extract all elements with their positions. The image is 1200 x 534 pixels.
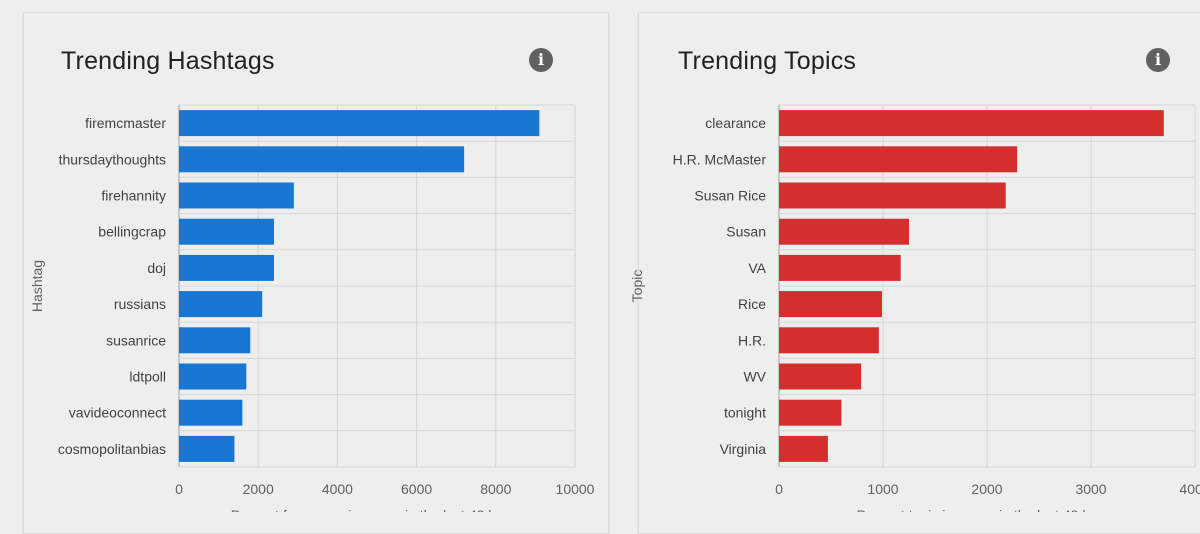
category-label: doj bbox=[147, 260, 166, 276]
y-axis-label: Topic bbox=[629, 270, 645, 303]
category-label: ldtpoll bbox=[129, 369, 166, 385]
x-tick-label: 0 bbox=[175, 481, 183, 497]
category-label: russians bbox=[114, 296, 166, 312]
x-tick-label: 3000 bbox=[1075, 481, 1106, 497]
category-label: WV bbox=[743, 369, 766, 385]
category-label: cosmopolitanbias bbox=[58, 441, 166, 457]
bar[interactable] bbox=[179, 435, 235, 462]
bar[interactable] bbox=[179, 291, 263, 318]
trending-topics-card: Trending Topics i bbox=[638, 12, 1200, 534]
category-label: Rice bbox=[738, 296, 766, 312]
x-tick-label: 1000 bbox=[867, 481, 898, 497]
card-title-topics: Trending Topics bbox=[678, 47, 857, 75]
bar[interactable] bbox=[779, 254, 901, 281]
x-tick-label: 2000 bbox=[971, 481, 1002, 497]
bar[interactable] bbox=[779, 327, 879, 354]
x-tick-label: 6000 bbox=[401, 481, 432, 497]
x-tick-label: 0 bbox=[775, 481, 783, 497]
bar[interactable] bbox=[779, 435, 828, 462]
bar[interactable] bbox=[779, 146, 1018, 173]
x-tick-label: 8000 bbox=[480, 481, 511, 497]
bar[interactable] bbox=[179, 254, 275, 281]
x-tick-label: 4000 bbox=[322, 481, 353, 497]
category-label: firehannity bbox=[101, 188, 166, 204]
bar[interactable] bbox=[779, 182, 1006, 209]
info-icon[interactable]: i bbox=[1146, 48, 1170, 72]
category-label: clearance bbox=[705, 115, 766, 131]
category-label: susanrice bbox=[106, 332, 166, 348]
bar[interactable] bbox=[779, 363, 862, 390]
bar[interactable] bbox=[179, 327, 251, 354]
bar[interactable] bbox=[179, 182, 294, 209]
x-tick-label: 10000 bbox=[556, 481, 595, 497]
category-label: H.R. McMaster bbox=[673, 151, 767, 167]
bar[interactable] bbox=[179, 399, 243, 426]
info-icon[interactable]: i bbox=[529, 48, 553, 72]
x-axis-label: Percent frequency increase in the last 4… bbox=[231, 507, 524, 512]
bar[interactable] bbox=[179, 218, 275, 245]
category-label: Virginia bbox=[720, 441, 767, 457]
card-title-hashtags: Trending Hashtags bbox=[61, 47, 275, 75]
category-label: Susan bbox=[726, 224, 766, 240]
bar[interactable] bbox=[179, 146, 465, 173]
category-label: bellingcrap bbox=[98, 224, 166, 240]
bar[interactable] bbox=[779, 218, 909, 245]
bar-charts: 0 2000 4000 6000 8000 10000firemcmasterthursd… bbox=[29, 104, 1200, 512]
x-tick-label: 4000 bbox=[1179, 481, 1200, 497]
bar[interactable] bbox=[779, 291, 882, 318]
category-label: vavideoconnect bbox=[69, 405, 166, 421]
bar[interactable] bbox=[779, 399, 842, 426]
category-label: H.R. bbox=[738, 332, 766, 348]
category-label: tonight bbox=[724, 405, 766, 421]
bar[interactable] bbox=[779, 110, 1164, 137]
x-tick-label: 2000 bbox=[243, 481, 274, 497]
bar[interactable] bbox=[179, 110, 540, 137]
category-label: VA bbox=[748, 260, 766, 276]
bar[interactable] bbox=[179, 363, 247, 390]
trending-hashtags-card: Trending Hashtags i bbox=[23, 12, 609, 534]
x-axis-label: Percent topic increase in the last 48 ho… bbox=[857, 507, 1118, 512]
category-label: firemcmaster bbox=[85, 115, 166, 131]
category-label: Susan Rice bbox=[694, 188, 766, 204]
category-label: thursdaythoughts bbox=[59, 151, 166, 167]
y-axis-label: Hashtag bbox=[29, 260, 45, 312]
